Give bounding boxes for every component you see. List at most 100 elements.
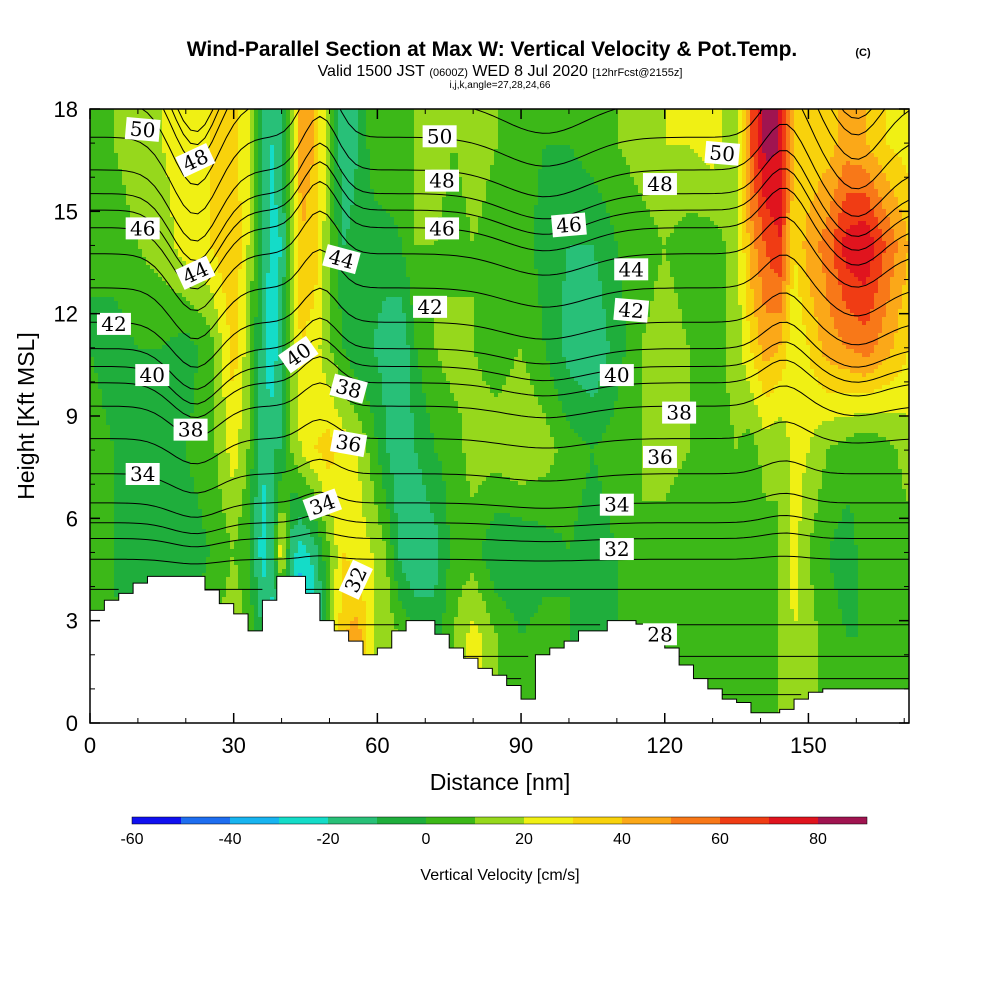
velocity-cell	[458, 177, 463, 182]
velocity-cell	[762, 145, 767, 150]
velocity-cell	[258, 121, 263, 126]
velocity-cell	[126, 205, 131, 210]
velocity-cell	[214, 161, 219, 166]
velocity-cell	[570, 157, 575, 162]
velocity-cell	[782, 153, 787, 158]
velocity-cell	[550, 149, 555, 154]
velocity-cell	[798, 197, 803, 202]
velocity-cell	[526, 165, 531, 170]
velocity-cell	[626, 189, 631, 194]
velocity-cell	[330, 113, 335, 118]
velocity-cell	[338, 121, 343, 126]
velocity-cell	[142, 193, 147, 198]
velocity-cell	[474, 185, 479, 190]
velocity-cell	[786, 193, 791, 198]
velocity-cell	[638, 165, 643, 170]
velocity-cell	[98, 117, 103, 122]
velocity-cell	[490, 189, 495, 194]
velocity-cell	[662, 157, 667, 162]
velocity-cell	[382, 157, 387, 162]
velocity-cell	[490, 161, 495, 166]
velocity-cell	[638, 161, 643, 166]
velocity-cell	[90, 197, 95, 202]
velocity-cell	[490, 109, 495, 114]
velocity-cell	[818, 153, 823, 158]
velocity-cell	[358, 157, 363, 162]
velocity-cell	[602, 201, 607, 206]
velocity-cell	[318, 181, 323, 186]
velocity-cell	[642, 161, 647, 166]
velocity-cell	[566, 149, 571, 154]
velocity-cell	[402, 129, 407, 134]
velocity-cell	[534, 129, 539, 134]
velocity-cell	[254, 113, 259, 118]
velocity-cell	[202, 137, 207, 142]
velocity-cell	[550, 133, 555, 138]
velocity-cell	[774, 109, 779, 114]
velocity-cell	[354, 125, 359, 130]
velocity-cell	[726, 133, 731, 138]
velocity-cell	[730, 117, 735, 122]
velocity-cell	[530, 149, 535, 154]
velocity-cell	[382, 149, 387, 154]
velocity-cell	[238, 149, 243, 154]
velocity-cell	[462, 125, 467, 130]
velocity-cell	[134, 181, 139, 186]
velocity-cell	[158, 181, 163, 186]
velocity-cell	[902, 133, 907, 138]
velocity-cell	[766, 153, 771, 158]
velocity-cell	[778, 109, 783, 114]
velocity-cell	[366, 157, 371, 162]
velocity-cell	[558, 165, 563, 170]
velocity-cell	[566, 189, 571, 194]
velocity-cell	[762, 133, 767, 138]
velocity-cell	[622, 185, 627, 190]
velocity-cell	[866, 141, 871, 146]
velocity-cell	[270, 157, 275, 162]
velocity-cell	[894, 173, 899, 178]
velocity-cell	[554, 177, 559, 182]
velocity-cell	[278, 129, 283, 134]
velocity-cell	[646, 109, 651, 114]
velocity-cell	[666, 197, 671, 202]
velocity-cell	[570, 133, 575, 138]
velocity-cell	[530, 121, 535, 126]
velocity-cell	[726, 201, 731, 206]
velocity-cell	[342, 153, 347, 158]
velocity-cell	[754, 181, 759, 186]
velocity-cell	[290, 201, 295, 206]
velocity-cell	[518, 137, 523, 142]
velocity-cell	[538, 137, 543, 142]
velocity-cell	[474, 177, 479, 182]
velocity-cell	[94, 157, 99, 162]
velocity-cell	[418, 181, 423, 186]
velocity-cell	[570, 129, 575, 134]
velocity-cell	[850, 181, 855, 186]
velocity-cell	[90, 153, 95, 158]
velocity-cell	[898, 165, 903, 170]
velocity-cell	[258, 145, 263, 150]
velocity-cell	[902, 169, 907, 174]
velocity-cell	[562, 169, 567, 174]
velocity-cell	[722, 173, 727, 178]
velocity-cell	[462, 173, 467, 178]
velocity-cell	[874, 113, 879, 118]
velocity-cell	[430, 165, 435, 170]
velocity-cell	[786, 137, 791, 142]
velocity-cell	[526, 197, 531, 202]
velocity-cell	[346, 185, 351, 190]
velocity-cell	[110, 129, 115, 134]
velocity-cell	[882, 185, 887, 190]
velocity-cell	[210, 193, 215, 198]
velocity-cell	[518, 149, 523, 154]
velocity-cell	[682, 201, 687, 206]
velocity-cell	[282, 137, 287, 142]
velocity-cell	[902, 193, 907, 198]
velocity-cell	[614, 109, 619, 114]
velocity-cell	[238, 121, 243, 126]
velocity-cell	[154, 189, 159, 194]
velocity-cell	[738, 169, 743, 174]
velocity-cell	[158, 137, 163, 142]
velocity-cell	[694, 133, 699, 138]
velocity-cell	[378, 125, 383, 130]
